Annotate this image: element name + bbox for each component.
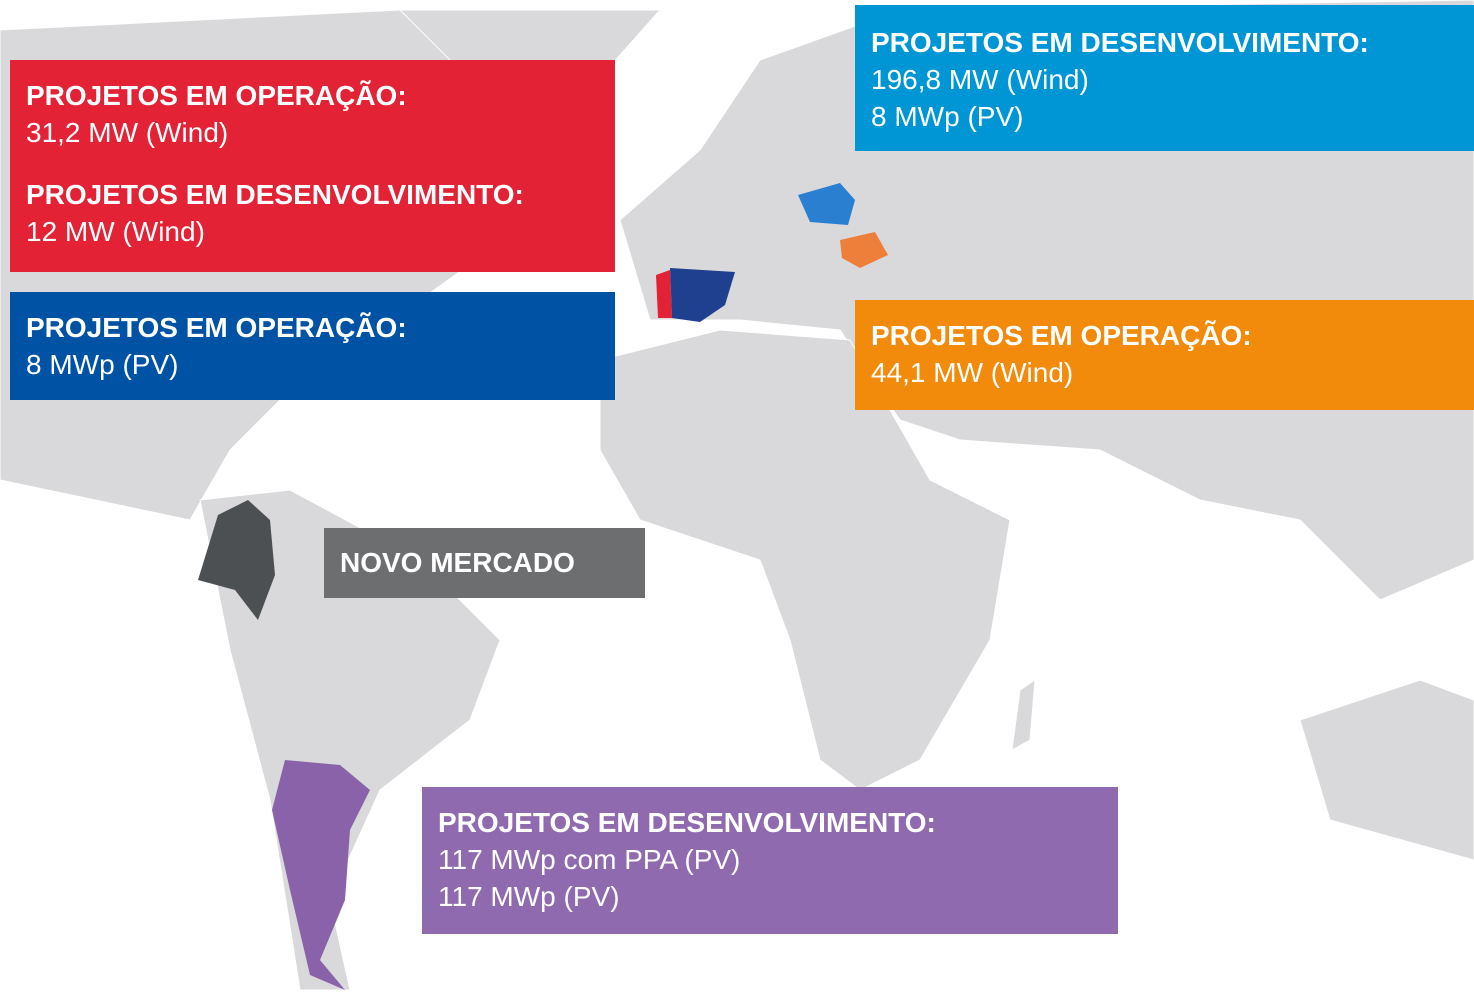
- panel-heading: PROJETOS EM OPERAÇÃO:: [26, 312, 407, 343]
- panel-line: 8 MWp (PV): [871, 101, 1024, 132]
- panel-section: PROJETOS EM DESENVOLVIMENTO: 117 MWp com …: [438, 805, 1102, 915]
- panel-section: PROJETOS EM OPERAÇÃO: 31,2 MW (Wind): [26, 78, 599, 151]
- panel-heading: PROJETOS EM DESENVOLVIMENTO:: [26, 179, 524, 210]
- panel-line: 117 MWp (PV): [438, 881, 620, 912]
- panel-section: PROJETOS EM OPERAÇÃO: 44,1 MW (Wind): [871, 318, 1458, 391]
- argentina: [272, 760, 370, 990]
- info-panel: NOVO MERCADO: [324, 528, 645, 598]
- australia: [1299, 679, 1474, 861]
- romania: [840, 232, 888, 268]
- panel-line: 196,8 MW (Wind): [871, 64, 1089, 95]
- colombia: [198, 500, 275, 620]
- panel-line: 117 MWp com PPA (PV): [438, 844, 741, 875]
- info-panel: PROJETOS EM OPERAÇÃO: 8 MWp (PV): [10, 292, 615, 400]
- panel-section: PROJETOS EM DESENVOLVIMENTO: 12 MW (Wind): [26, 177, 599, 250]
- panel-heading: PROJETOS EM OPERAÇÃO:: [871, 320, 1252, 351]
- panel-heading: PROJETOS EM OPERAÇÃO:: [26, 80, 407, 111]
- panel-heading: PROJETOS EM DESENVOLVIMENTO:: [871, 27, 1369, 58]
- poland: [798, 183, 855, 225]
- panel-line: 44,1 MW (Wind): [871, 357, 1074, 388]
- info-panel: PROJETOS EM OPERAÇÃO: 31,2 MW (Wind) PROJE…: [10, 60, 615, 272]
- panel-section: NOVO MERCADO: [340, 545, 629, 581]
- panel-heading: PROJETOS EM DESENVOLVIMENTO:: [438, 807, 936, 838]
- panel-line: 12 MW (Wind): [26, 216, 205, 247]
- panel-line: 31,2 MW (Wind): [26, 117, 229, 148]
- panel-section: PROJETOS EM OPERAÇÃO: 8 MWp (PV): [26, 310, 599, 383]
- panel-heading: NOVO MERCADO: [340, 547, 575, 578]
- info-panel: PROJETOS EM DESENVOLVIMENTO: 117 MWp com …: [422, 787, 1118, 934]
- info-panel: PROJETOS EM OPERAÇÃO: 44,1 MW (Wind): [855, 300, 1474, 410]
- madagascar: [1011, 679, 1036, 751]
- panel-section: PROJETOS EM DESENVOLVIMENTO: 196,8 MW (Wi…: [871, 25, 1458, 135]
- spain: [670, 268, 735, 322]
- panel-line: 8 MWp (PV): [26, 349, 179, 380]
- info-panel: PROJETOS EM DESENVOLVIMENTO: 196,8 MW (Wi…: [855, 5, 1474, 151]
- portugal: [656, 270, 672, 318]
